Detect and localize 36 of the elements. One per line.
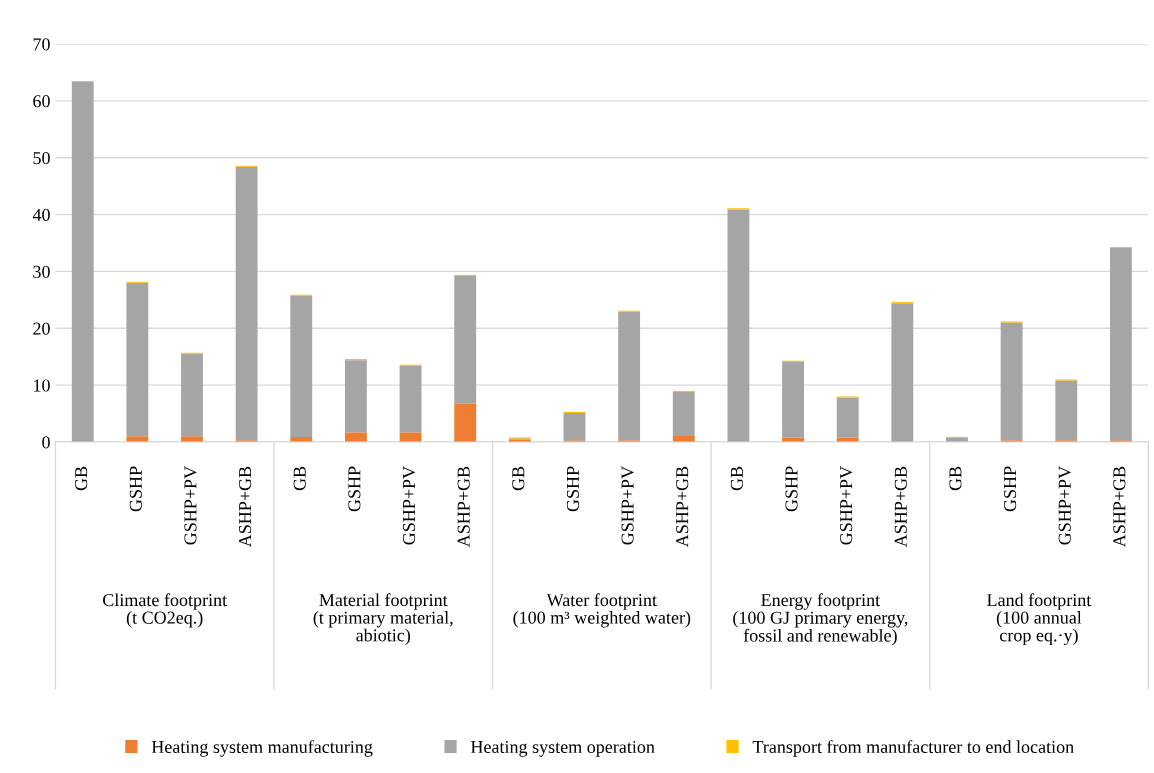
x-tick-label: GSHP <box>566 466 580 512</box>
y-tick-label: 10 <box>34 379 50 392</box>
x-tick-label: GB <box>75 466 88 491</box>
legend-label: Transport from manufacturer to end location <box>752 740 1074 757</box>
x-tick-label: ASHP+GB <box>239 466 252 548</box>
text: Water footprint (100 m³ weighted water) <box>513 593 691 628</box>
y-tick-label: 70 <box>33 38 50 51</box>
y-tick-label: 30 <box>33 265 50 278</box>
x-tick-label: GB <box>730 466 743 491</box>
x-tick-label: GSHP <box>129 466 142 512</box>
x-tick-label: GSHP <box>348 466 361 512</box>
text: Land footprint (100 annual crop eq.·y) <box>987 593 1092 646</box>
x-tick-label: ASHP+GB <box>1113 466 1126 548</box>
x-tick-label: GSHP+PV <box>621 466 634 545</box>
x-tick-label: GB <box>949 466 962 491</box>
text: Climate footprint (t CO2eq.) <box>102 593 227 628</box>
x-tick-label: GSHP+PV <box>402 466 416 545</box>
text: Energy footprint (100 GJ primary energy, fossil and renewable) <box>733 593 908 646</box>
legend-label: Heating system manufacturing <box>151 740 373 757</box>
x-tick-label: GB <box>512 466 525 491</box>
x-tick-label: GSHP+PV <box>1058 466 1071 545</box>
y-tick-label: 40 <box>32 208 50 222</box>
x-tick-label: ASHP+GB <box>457 466 470 548</box>
x-tick-label: GSHP+PV <box>184 466 197 545</box>
x-tick-label: GSHP <box>785 466 798 512</box>
x-tick-label: GB <box>293 466 306 491</box>
text: Material footprint (t primary material, abiotic) <box>313 593 453 646</box>
x-tick-label: GSHP+PV <box>840 466 853 545</box>
y-tick-label: 20 <box>33 322 50 335</box>
y-tick-label: 0 <box>42 436 50 449</box>
x-tick-label: ASHP+GB <box>894 466 907 548</box>
x-tick-label: ASHP+GB <box>676 466 689 548</box>
y-tick-label: 50 <box>33 151 50 165</box>
legend-label: Heating system operation <box>470 740 655 757</box>
x-tick-label: GSHP <box>1004 466 1017 512</box>
y-tick-label: 60 <box>33 95 50 108</box>
